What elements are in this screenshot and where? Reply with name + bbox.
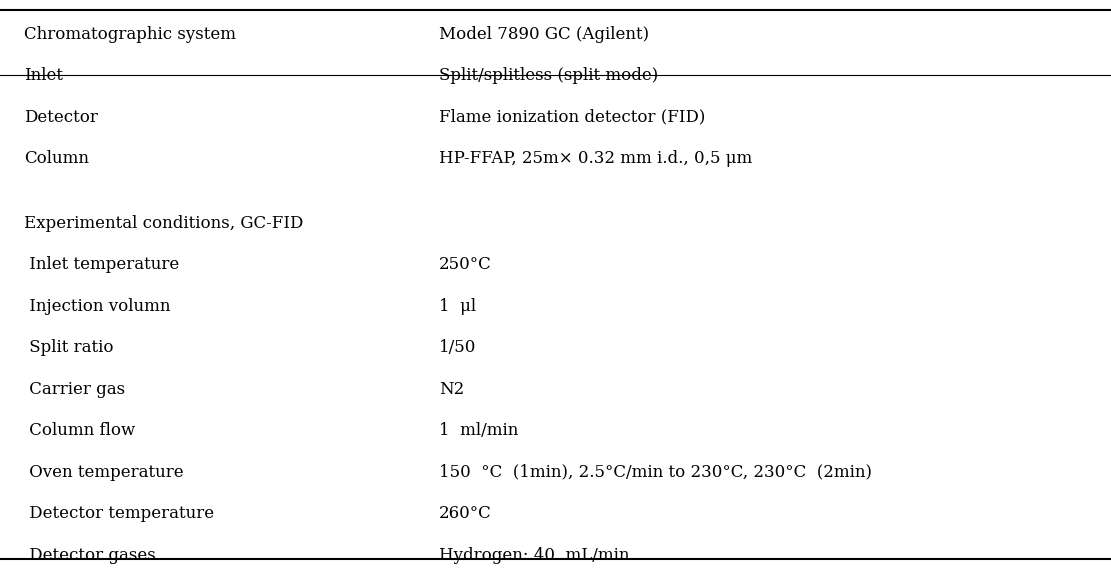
Text: Detector temperature: Detector temperature <box>24 505 214 522</box>
Text: Flame ionization detector (FID): Flame ionization detector (FID) <box>439 109 705 126</box>
Text: 1/50: 1/50 <box>439 339 477 356</box>
Text: Detector: Detector <box>24 109 98 126</box>
Text: N2: N2 <box>439 381 464 398</box>
Text: Detector gases: Detector gases <box>24 547 157 564</box>
Text: Inlet: Inlet <box>24 67 63 84</box>
Text: 150  °C  (1min), 2.5°C/min to 230°C, 230°C  (2min): 150 °C (1min), 2.5°C/min to 230°C, 230°C… <box>439 464 872 481</box>
Text: Carrier gas: Carrier gas <box>24 381 126 398</box>
Text: 250°C: 250°C <box>439 256 491 273</box>
Text: Split/splitless (split mode): Split/splitless (split mode) <box>439 67 658 84</box>
Text: Injection volumn: Injection volumn <box>24 298 171 315</box>
Text: Column: Column <box>24 150 90 167</box>
Text: Oven temperature: Oven temperature <box>24 464 184 481</box>
Text: Column flow: Column flow <box>24 422 136 439</box>
Text: 1  μl: 1 μl <box>439 298 476 315</box>
Text: Model 7890 GC (Agilent): Model 7890 GC (Agilent) <box>439 26 649 43</box>
Text: 260°C: 260°C <box>439 505 491 522</box>
Text: HP-FFAP, 25m× 0.32 mm i.d., 0,5 μm: HP-FFAP, 25m× 0.32 mm i.d., 0,5 μm <box>439 150 752 167</box>
Text: Split ratio: Split ratio <box>24 339 114 356</box>
Text: Experimental conditions, GC-FID: Experimental conditions, GC-FID <box>24 215 303 232</box>
Text: Inlet temperature: Inlet temperature <box>24 256 180 273</box>
Text: Hydrogen: 40  mL/min: Hydrogen: 40 mL/min <box>439 547 629 564</box>
Text: Chromatographic system: Chromatographic system <box>24 26 237 43</box>
Text: 1  ml/min: 1 ml/min <box>439 422 518 439</box>
